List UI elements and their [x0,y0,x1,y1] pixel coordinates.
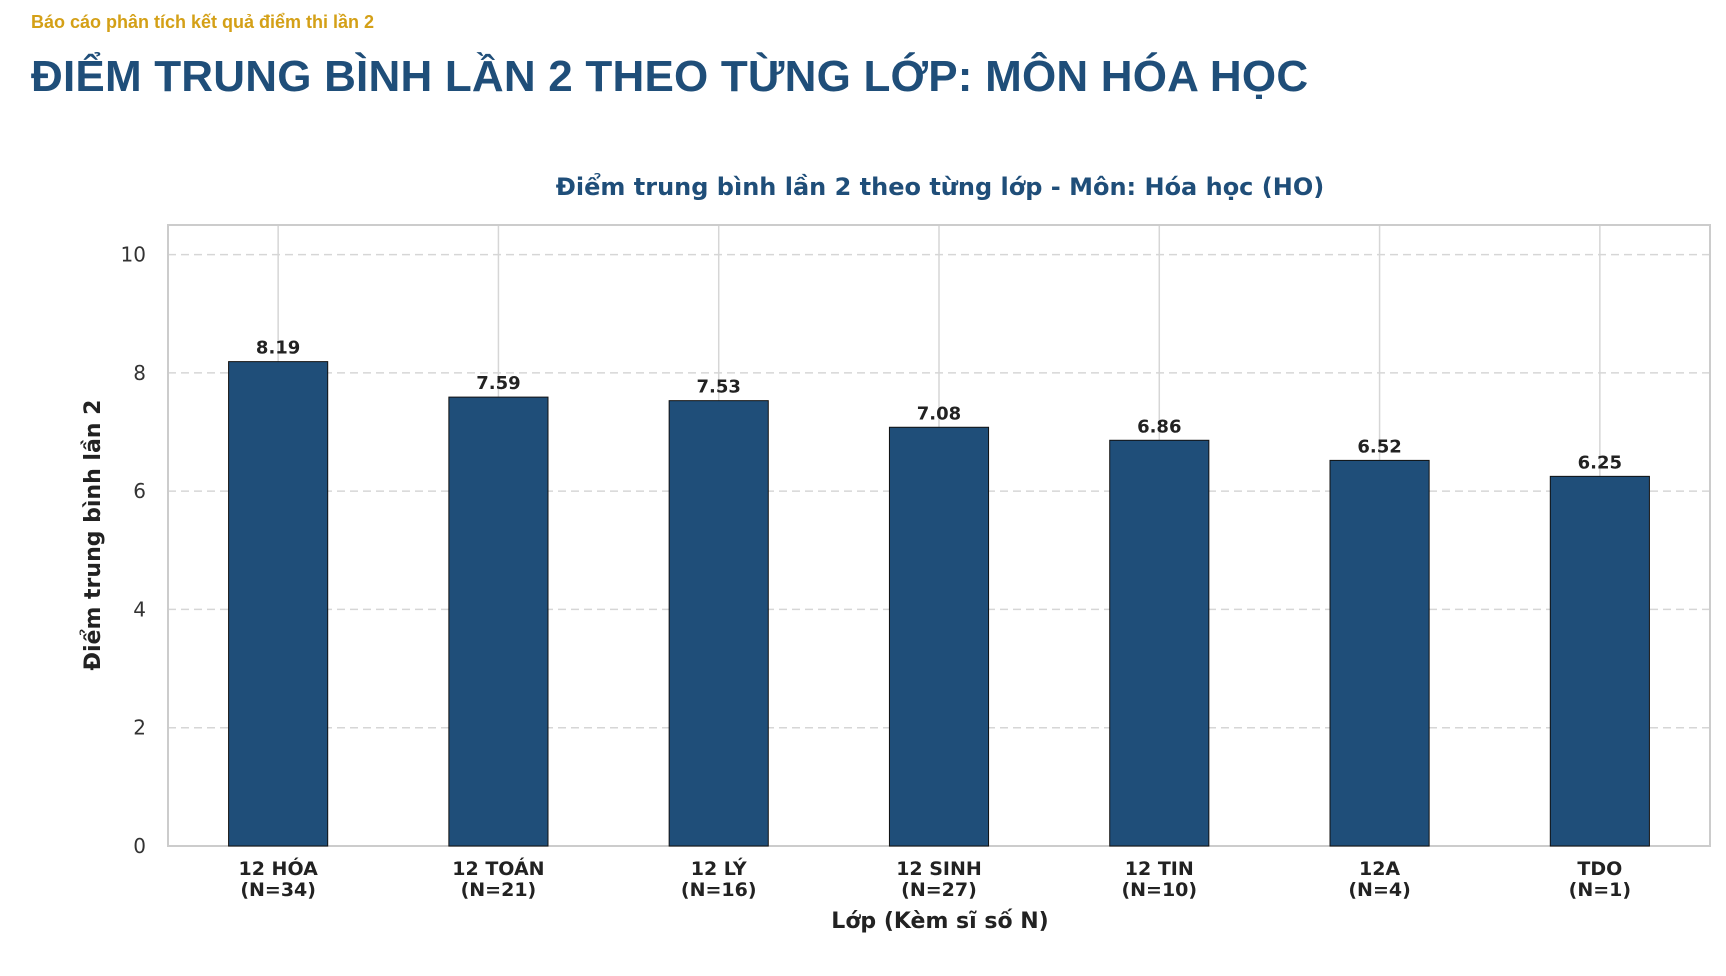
report-label: Báo cáo phân tích kết quả điểm thi lần 2 [31,12,375,32]
x-tick-label: 12A [1359,858,1400,880]
bar-value-label: 7.53 [697,377,741,398]
y-tick-label: 6 [133,479,146,503]
page-title: ĐIỂM TRUNG BÌNH LẦN 2 THEO TỪNG LỚP: MÔN… [31,52,1309,101]
x-tick-label: 12 TIN [1125,858,1194,880]
x-axis-ticks: 12 HÓA(N=34) 12 TOÁN(N=21) 12 LÝ(N=16) 12 S… [238,856,1631,901]
chart-title: Điểm trung bình lần 2 theo từng lớp - Mô… [556,171,1324,201]
bar-value-label: 7.08 [917,403,961,424]
x-tick-label: 12 LÝ [691,856,747,880]
x-tick-label: TDO [1577,858,1622,880]
y-tick-label: 2 [133,716,146,740]
y-axis-label: Điểm trung bình lần 2 [80,400,106,671]
bar [668,400,769,847]
y-tick-label: 4 [133,597,146,621]
bar [448,396,549,847]
x-tick-label: 12 TOÁN [452,857,544,880]
y-tick-label: 8 [133,361,146,385]
x-tick-count-label: (N=4) [1348,879,1410,901]
x-tick-count-label: (N=27) [901,879,977,901]
bar-value-label: 7.59 [476,373,520,394]
x-tick-count-label: (N=10) [1121,879,1197,901]
bar-value-label: 6.52 [1357,436,1401,457]
x-tick-count-label: (N=21) [461,879,537,901]
bar [888,426,990,847]
bar [228,361,329,847]
bar [1329,459,1430,847]
bar-value-label: 8.19 [256,338,300,359]
y-tick-label: 10 [121,243,146,267]
x-tick-label: 12 SINH [896,858,982,880]
x-axis-label: Lớp (Kèm sĩ số N) [831,909,1048,934]
y-tick-label: 0 [133,834,146,858]
bar [1109,439,1210,847]
bar-value-label: 6.86 [1137,416,1181,437]
x-tick-count-label: (N=1) [1569,879,1631,901]
x-tick-count-label: (N=16) [681,879,757,901]
bar-value-label: 6.25 [1578,452,1622,473]
x-tick-count-label: (N=34) [240,879,316,901]
y-axis-ticks: 0 2 4 6 8 10 [121,243,146,858]
bars: 8.19 7.59 7.53 7.08 6.86 6.52 6.25 [228,338,1650,847]
x-tick-label: 12 HÓA [238,856,318,880]
bar [1549,475,1650,847]
